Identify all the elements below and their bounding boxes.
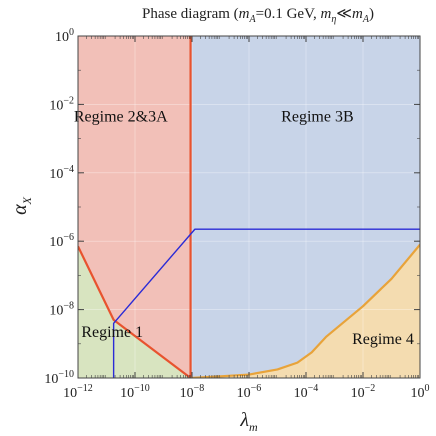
y-tick-label: 10−8 [49,301,74,319]
ticks-layer: 10−12 10−10 10−8 10−6 10−4 10−2 10010010−210−4… [44,27,429,401]
grid-layer [78,36,420,378]
region-regime-3b [190,36,420,378]
y-tick-label: 10−4 [49,164,74,182]
region-regime-2-3a [78,36,191,378]
x-tick-label: 10−2 [351,383,376,401]
x-tick-label: 10−4 [294,383,319,401]
x-tick-label: 10−8 [180,383,205,401]
boundary-orange-red [78,36,192,378]
x-tick-label: 100 [411,383,430,401]
chart-title: Phase diagram (mA=0.1 GeV, mη≪mA) [142,6,374,25]
region-regime-1 [78,246,191,378]
region-labels: Regime 2&3A Regime 3B Regime 1 Regime 4 [74,109,414,348]
x-axis-label: λm [239,409,258,434]
x-tick-label: 10−12 [63,383,93,401]
regions-layer [78,36,420,378]
y-tick-label: 10−2 [49,95,74,113]
x-tick-label: 10−6 [237,383,262,401]
region-regime-4 [190,244,420,378]
region-label-regime-2-3a: Regime 2&3A [74,109,168,126]
region-label-regime-3b: Regime 3B [281,109,353,126]
y-tick-label: 10−6 [49,232,74,250]
y-tick-label: 10−10 [44,369,74,387]
boundary-blue [112,228,420,378]
region-label-regime-4: Regime 4 [352,331,414,348]
x-tick-label: 10−10 [120,383,150,401]
boundary-orange [190,243,420,378]
region-label-regime-1: Regime 1 [81,324,143,341]
plot-area: Regime 2&3A Regime 3B Regime 1 Regime 4 10−… [44,27,429,401]
y-axis-label: αX [9,196,34,215]
y-tick-label: 100 [55,27,74,45]
boundary-layer [78,36,420,378]
